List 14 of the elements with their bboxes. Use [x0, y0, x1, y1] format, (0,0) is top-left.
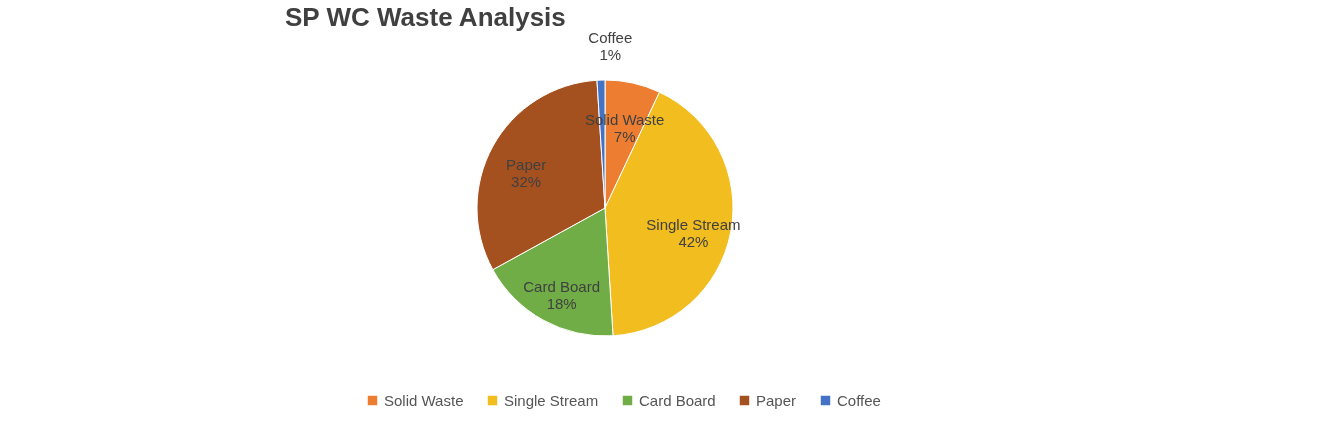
data-label: 18%: [546, 294, 577, 312]
slice-label: Card Board: [523, 277, 600, 295]
slice-label: Paper: [506, 155, 547, 173]
legend-label: Solid Waste: [384, 391, 464, 409]
legend-label: Paper: [756, 391, 797, 409]
data-label: 42%: [678, 232, 709, 250]
legend-label: Card Board: [639, 391, 716, 409]
slice-label: Coffee: [588, 29, 633, 47]
data-label: 32%: [511, 172, 542, 190]
chart-title: SP WC Waste Analysis: [285, 2, 566, 33]
data-label: 7%: [613, 128, 636, 146]
legend-label: Coffee: [837, 391, 881, 409]
legend-label: Single Stream: [504, 391, 599, 409]
data-label: 1%: [599, 46, 622, 64]
